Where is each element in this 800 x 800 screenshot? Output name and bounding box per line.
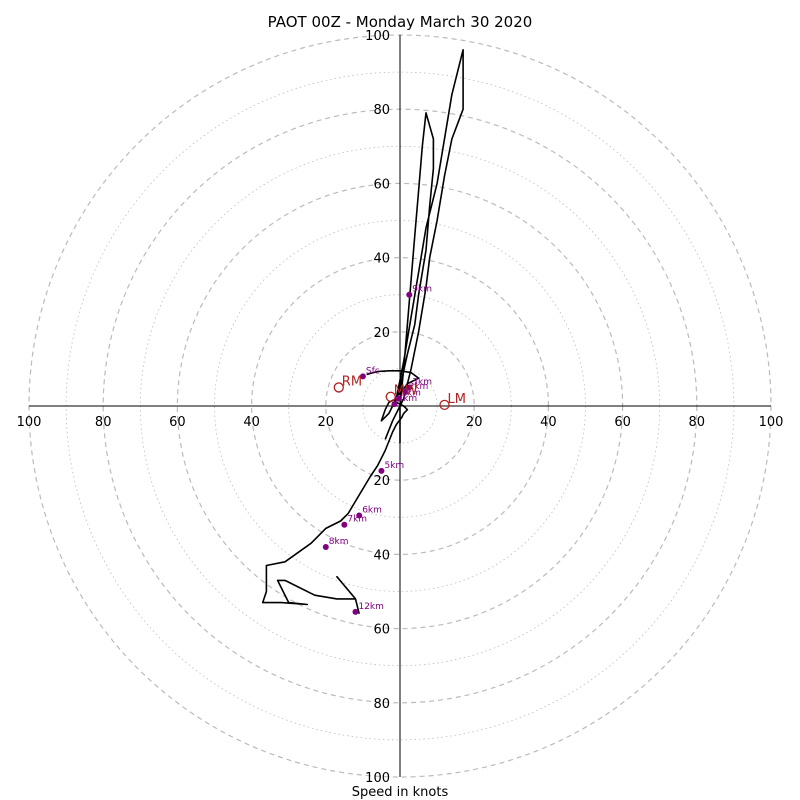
height-marker-label: 12km	[358, 602, 383, 612]
height-marker-dot	[378, 467, 385, 474]
height-marker-label: 8km	[329, 537, 349, 547]
storm-motion-markers: RM LM MW	[333, 374, 466, 411]
storm-motion-label: MW	[394, 384, 418, 399]
height-marker-label: 2km	[409, 382, 429, 392]
tick-label-x: 40	[243, 415, 260, 430]
height-marker-dot	[391, 401, 398, 408]
height-marker-label: 6km	[362, 505, 382, 515]
height-marker-label: 7km	[347, 515, 367, 525]
hodograph-trace	[261, 369, 420, 614]
tick-label-y: 100	[365, 29, 390, 44]
tick-label-x: 80	[95, 415, 112, 430]
tick-label-x: 80	[689, 415, 706, 430]
tick-label-y: 100	[365, 771, 390, 786]
hodograph-upper-trace	[380, 48, 464, 444]
tick-label-x: 20	[318, 415, 335, 430]
tick-label-y: 80	[373, 103, 390, 118]
height-marker-dot	[352, 608, 359, 615]
storm-motion-marker	[385, 391, 396, 402]
height-marker-dot	[395, 395, 402, 402]
height-marker-dot	[402, 388, 409, 395]
height-marker-dot	[406, 291, 413, 298]
height-marker-dot	[322, 543, 329, 550]
chart-title: PAOT 00Z - Monday March 30 2020	[268, 13, 533, 31]
tick-label-y: 20	[373, 474, 390, 489]
tick-label-y: 20	[373, 326, 390, 341]
hodograph-traces	[261, 48, 464, 614]
tick-labels: 100 80 60 40 20 20 40 60 80 100 20 40 60 80 100 20 40 60 8…	[17, 29, 784, 786]
tick-label-x: 40	[540, 415, 557, 430]
height-marker-dot	[356, 512, 363, 519]
tick-label-x: 60	[614, 415, 631, 430]
tick-label-x: 100	[17, 415, 42, 430]
storm-motion-marker	[333, 382, 344, 393]
height-marker-dot	[406, 384, 413, 391]
tick-label-x: 100	[759, 415, 784, 430]
tick-label-y: 80	[373, 697, 390, 712]
storm-motion-label: RM	[342, 374, 362, 389]
height-marker-label: Sfc	[366, 366, 380, 376]
height-marker-label: 9km	[412, 285, 432, 295]
tick-label-y: 60	[373, 623, 390, 638]
height-marker-label: 1km	[401, 389, 421, 399]
height-marker-dot	[359, 373, 366, 380]
height-marker-label: 4km	[397, 394, 417, 404]
tick-label-x: 60	[169, 415, 186, 430]
storm-motion-label: LM	[448, 392, 466, 407]
storm-motion-marker	[439, 399, 450, 411]
x-axis-label: Speed in knots	[352, 785, 449, 800]
tick-label-y: 40	[373, 548, 390, 563]
height-marker-dot	[341, 521, 348, 528]
tick-label-y: 40	[373, 252, 390, 267]
height-marker-label: 3km	[412, 377, 432, 387]
height-marker-label: 5km	[384, 461, 404, 471]
tick-label-y: 60	[373, 177, 390, 192]
tick-label-x: 20	[466, 415, 483, 430]
